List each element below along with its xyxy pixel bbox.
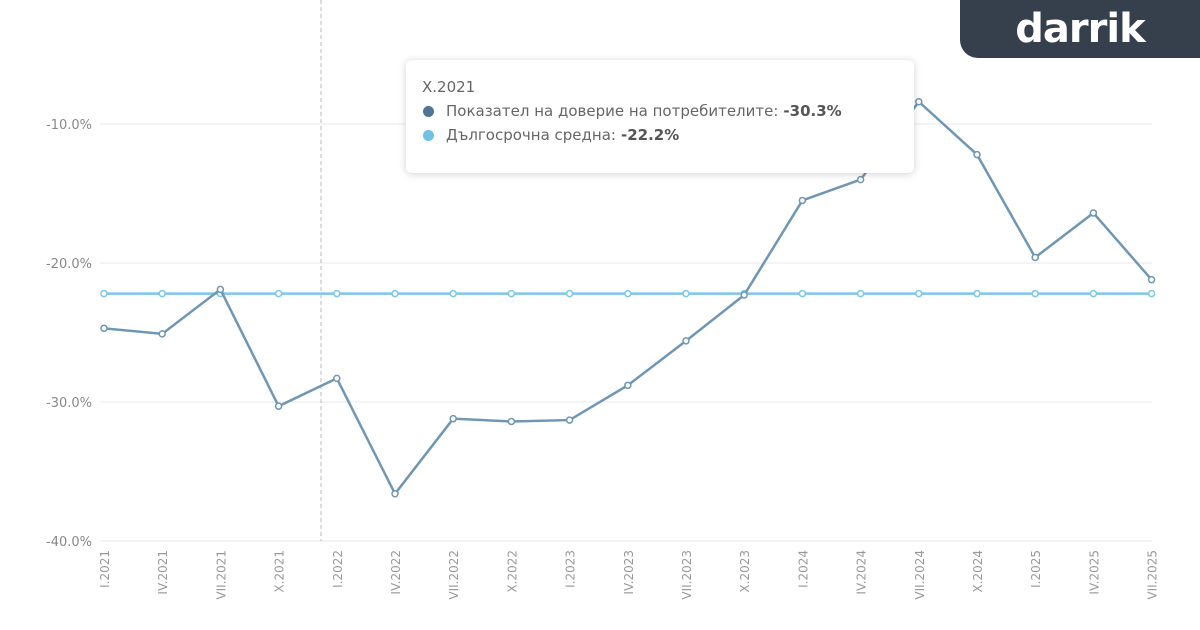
data-point <box>565 289 574 298</box>
data-point <box>740 291 748 299</box>
tooltip-row-index: Показател на доверие на потребителите: -… <box>422 102 914 120</box>
data-point <box>274 402 283 410</box>
data-point <box>915 98 923 106</box>
data-point <box>100 324 108 333</box>
x-tick-label: VII.2023 <box>680 550 694 600</box>
x-tick-label: I.2024 <box>796 550 810 588</box>
data-point <box>274 289 283 298</box>
tooltip-value: -30.3% <box>783 102 842 120</box>
tooltip-label: Показател на доверие на потребителите: <box>446 102 779 120</box>
data-point <box>1147 289 1156 298</box>
x-tick-label: X.2024 <box>971 550 985 593</box>
data-point <box>798 196 807 205</box>
data-point <box>682 337 690 345</box>
x-tick-label: I.2022 <box>331 550 345 588</box>
data-point <box>449 289 457 298</box>
x-tick-label: IV.2021 <box>156 550 170 595</box>
data-point <box>100 289 108 298</box>
data-point <box>391 289 399 298</box>
x-tick-label: IV.2023 <box>622 550 636 595</box>
tooltip-title: X.2021 <box>422 78 476 96</box>
tooltip-row-average: Дългосрочна средна: -22.2% <box>422 126 914 144</box>
data-point <box>1031 289 1039 298</box>
x-tick-label: VII.2024 <box>913 550 927 600</box>
data-point <box>565 416 574 424</box>
data-point <box>158 289 166 298</box>
y-tick-label: -10.0% <box>46 118 92 133</box>
tooltip: X.2021 Показател на доверие на потребите… <box>406 60 914 173</box>
x-tick-label: X.2021 <box>273 550 287 593</box>
x-tick-label: IV.2025 <box>1087 550 1101 595</box>
data-point <box>1089 209 1098 217</box>
data-point <box>624 289 632 298</box>
x-tick-label: X.2022 <box>505 550 519 593</box>
data-point <box>856 289 865 298</box>
x-tick-label: VII.2025 <box>1146 550 1160 600</box>
x-tick-label: I.2023 <box>564 550 578 588</box>
darrik-logo: darrik <box>960 0 1200 58</box>
data-point <box>216 285 225 294</box>
data-point <box>856 175 865 184</box>
data-point <box>391 489 399 498</box>
tooltip-label: Дългосрочна средна: <box>446 126 616 144</box>
y-tick-label: -40.0% <box>46 535 92 550</box>
x-tick-label: IV.2024 <box>855 550 869 595</box>
series-dot-icon <box>423 129 434 141</box>
data-point <box>915 289 923 298</box>
data-point <box>507 417 516 426</box>
logo-text: darrik <box>1015 6 1145 52</box>
data-point <box>158 330 166 338</box>
y-tick-label: -20.0% <box>46 257 92 272</box>
tooltip-value: -22.2% <box>620 126 680 144</box>
x-tick-label: I.2021 <box>98 550 112 588</box>
data-point <box>1147 275 1156 284</box>
data-point <box>1089 289 1098 298</box>
data-point <box>333 374 341 383</box>
data-point <box>973 150 981 159</box>
x-tick-label: IV.2022 <box>389 550 403 595</box>
series-dot-icon <box>423 105 434 117</box>
data-point <box>333 289 341 298</box>
data-point <box>798 289 807 298</box>
x-tick-label: VII.2021 <box>214 550 228 600</box>
data-point <box>624 381 632 390</box>
x-tick-label: VII.2022 <box>447 550 461 600</box>
data-point <box>973 289 981 298</box>
x-tick-label: X.2023 <box>738 550 752 593</box>
data-point <box>1031 253 1039 262</box>
y-tick-label: -30.0% <box>46 396 92 411</box>
data-point <box>449 414 457 423</box>
data-point <box>682 289 690 298</box>
x-tick-label: I.2025 <box>1029 550 1043 588</box>
data-point <box>507 289 516 298</box>
